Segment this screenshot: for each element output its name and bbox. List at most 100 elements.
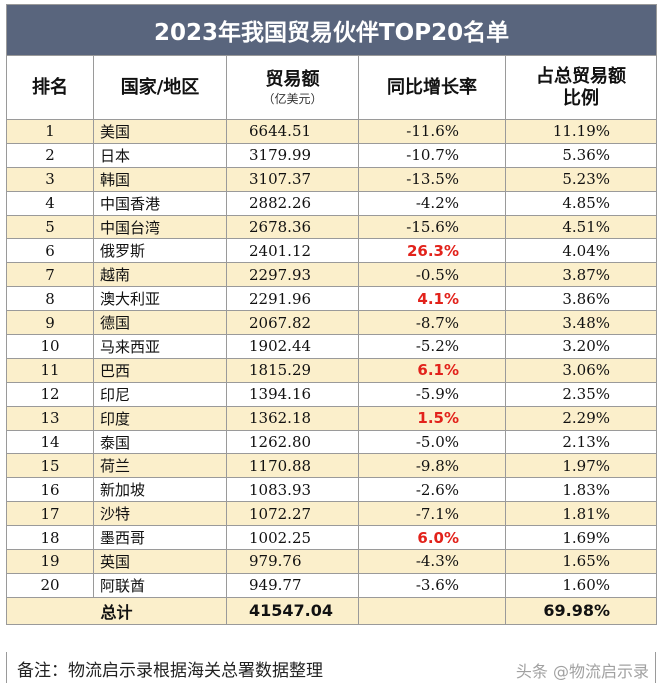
growth-rate-cell: -9.8% <box>358 453 506 479</box>
share-cell: 1.65% <box>504 549 658 574</box>
trade-value-cell: 6644.51 <box>226 119 359 144</box>
header-row: 排名 国家/地区 贸易额 （亿美元） 同比增长率 占总贸易额 比例 <box>6 55 658 120</box>
rank-cell: 4 <box>6 190 94 216</box>
trade-value-cell: 2297.93 <box>226 262 359 288</box>
country-cell: 泰国 <box>93 429 227 455</box>
share-cell: 4.51% <box>504 214 658 240</box>
growth-rate-cell: -0.5% <box>358 262 506 288</box>
table-title: 2023年我国贸易伙伴TOP20名单 <box>5 4 658 56</box>
trade-value-cell: 2067.82 <box>226 310 359 336</box>
trade-value-cell: 1072.27 <box>226 501 359 527</box>
growth-rate-cell: -7.1% <box>358 501 506 527</box>
country-cell: 中国台湾 <box>93 214 227 240</box>
table-row: 14 泰国 1262.80 -5.0% 2.13% <box>6 429 658 455</box>
share-cell: 1.81% <box>504 501 658 527</box>
rank-cell: 10 <box>6 334 94 359</box>
table-row: 18 墨西哥 1002.25 6.0% 1.69% <box>6 525 658 551</box>
table-row: 6 俄罗斯 2401.12 26.3% 4.04% <box>6 238 658 264</box>
growth-rate-cell: -15.6% <box>358 214 506 240</box>
country-cell: 英国 <box>93 549 227 574</box>
trade-partners-table: 2023年我国贸易伙伴TOP20名单 排名 国家/地区 贸易额 （亿美元） 同比… <box>5 4 658 625</box>
rank-cell: 18 <box>6 525 94 551</box>
table-row: 13 印度 1362.18 1.5% 2.29% <box>6 405 658 431</box>
header-rank: 排名 <box>6 55 94 120</box>
table-row: 16 新加坡 1083.93 -2.6% 1.83% <box>6 477 658 503</box>
total-value: 41547.04 <box>226 596 359 625</box>
share-cell: 3.87% <box>504 262 658 288</box>
share-cell: 3.20% <box>504 334 658 359</box>
growth-rate-cell: 4.1% <box>358 286 506 312</box>
header-growth: 同比增长率 <box>358 55 506 120</box>
table-row: 4 中国香港 2882.26 -4.2% 4.85% <box>6 190 658 216</box>
table-row: 19 英国 979.76 -4.3% 1.65% <box>6 549 658 574</box>
share-cell: 11.19% <box>504 119 658 144</box>
trade-value-cell: 1002.25 <box>226 525 359 551</box>
country-cell: 马来西亚 <box>93 334 227 359</box>
header-country: 国家/地区 <box>93 55 227 120</box>
rank-cell: 15 <box>6 453 94 479</box>
rank-cell: 12 <box>6 381 94 407</box>
rank-cell: 1 <box>6 119 94 144</box>
header-value-label: 贸易额 <box>265 68 320 90</box>
table-row: 10 马来西亚 1902.44 -5.2% 3.20% <box>6 334 658 359</box>
country-cell: 美国 <box>93 119 227 144</box>
share-cell: 3.48% <box>504 310 658 336</box>
rank-cell: 9 <box>6 310 94 336</box>
growth-rate-cell: 26.3% <box>358 238 506 264</box>
share-cell: 3.06% <box>504 357 658 383</box>
share-cell: 2.29% <box>504 405 658 431</box>
rank-cell: 20 <box>6 572 94 598</box>
growth-rate-cell: -11.6% <box>358 119 506 144</box>
country-cell: 越南 <box>93 262 227 288</box>
growth-rate-cell: -5.0% <box>358 429 506 455</box>
growth-rate-cell: 1.5% <box>358 405 506 431</box>
trade-value-cell: 2678.36 <box>226 214 359 240</box>
rank-cell: 13 <box>6 405 94 431</box>
growth-rate-cell: -13.5% <box>358 166 506 192</box>
growth-rate-cell: -8.7% <box>358 310 506 336</box>
rank-cell: 2 <box>6 142 94 168</box>
share-cell: 3.86% <box>504 286 658 312</box>
table-row: 7 越南 2297.93 -0.5% 3.87% <box>6 262 658 288</box>
growth-rate-cell: 6.1% <box>358 357 506 383</box>
header-share: 占总贸易额 比例 <box>504 55 658 120</box>
watermark: 头条 @物流启示录 <box>515 662 649 681</box>
share-cell: 1.60% <box>504 572 658 598</box>
rank-cell: 19 <box>6 549 94 574</box>
share-cell: 1.83% <box>504 477 658 503</box>
table-row: 3 韩国 3107.37 -13.5% 5.23% <box>6 166 658 192</box>
table-row: 1 美国 6644.51 -11.6% 11.19% <box>6 119 658 144</box>
share-cell: 1.69% <box>504 525 658 551</box>
total-growth-empty <box>358 596 506 625</box>
share-cell: 1.97% <box>504 453 658 479</box>
growth-rate-cell: -2.6% <box>358 477 506 503</box>
trade-value-cell: 1902.44 <box>226 334 359 359</box>
rank-cell: 8 <box>6 286 94 312</box>
country-cell: 巴西 <box>93 357 227 383</box>
trade-value-cell: 1262.80 <box>226 429 359 455</box>
table-row: 15 荷兰 1170.88 -9.8% 1.97% <box>6 453 658 479</box>
growth-rate-cell: -3.6% <box>358 572 506 598</box>
country-cell: 墨西哥 <box>93 525 227 551</box>
country-cell: 日本 <box>93 142 227 168</box>
total-share: 69.98% <box>504 596 658 625</box>
table-row: 11 巴西 1815.29 6.1% 3.06% <box>6 357 658 383</box>
country-cell: 印度 <box>93 405 227 431</box>
growth-rate-cell: -5.9% <box>358 381 506 407</box>
trade-value-cell: 949.77 <box>226 572 359 598</box>
trade-value-cell: 2291.96 <box>226 286 359 312</box>
table-row: 9 德国 2067.82 -8.7% 3.48% <box>6 310 658 336</box>
total-row: 总计 41547.04 69.98% <box>6 596 658 625</box>
rank-cell: 14 <box>6 429 94 455</box>
table-row: 8 澳大利亚 2291.96 4.1% 3.86% <box>6 286 658 312</box>
share-cell: 2.35% <box>504 381 658 407</box>
table-row: 17 沙特 1072.27 -7.1% 1.81% <box>6 501 658 527</box>
rank-cell: 11 <box>6 357 94 383</box>
country-cell: 阿联酋 <box>93 572 227 598</box>
country-cell: 印尼 <box>93 381 227 407</box>
share-cell: 2.13% <box>504 429 658 455</box>
rank-cell: 6 <box>6 238 94 264</box>
trade-value-cell: 2401.12 <box>226 238 359 264</box>
rank-cell: 16 <box>6 477 94 503</box>
